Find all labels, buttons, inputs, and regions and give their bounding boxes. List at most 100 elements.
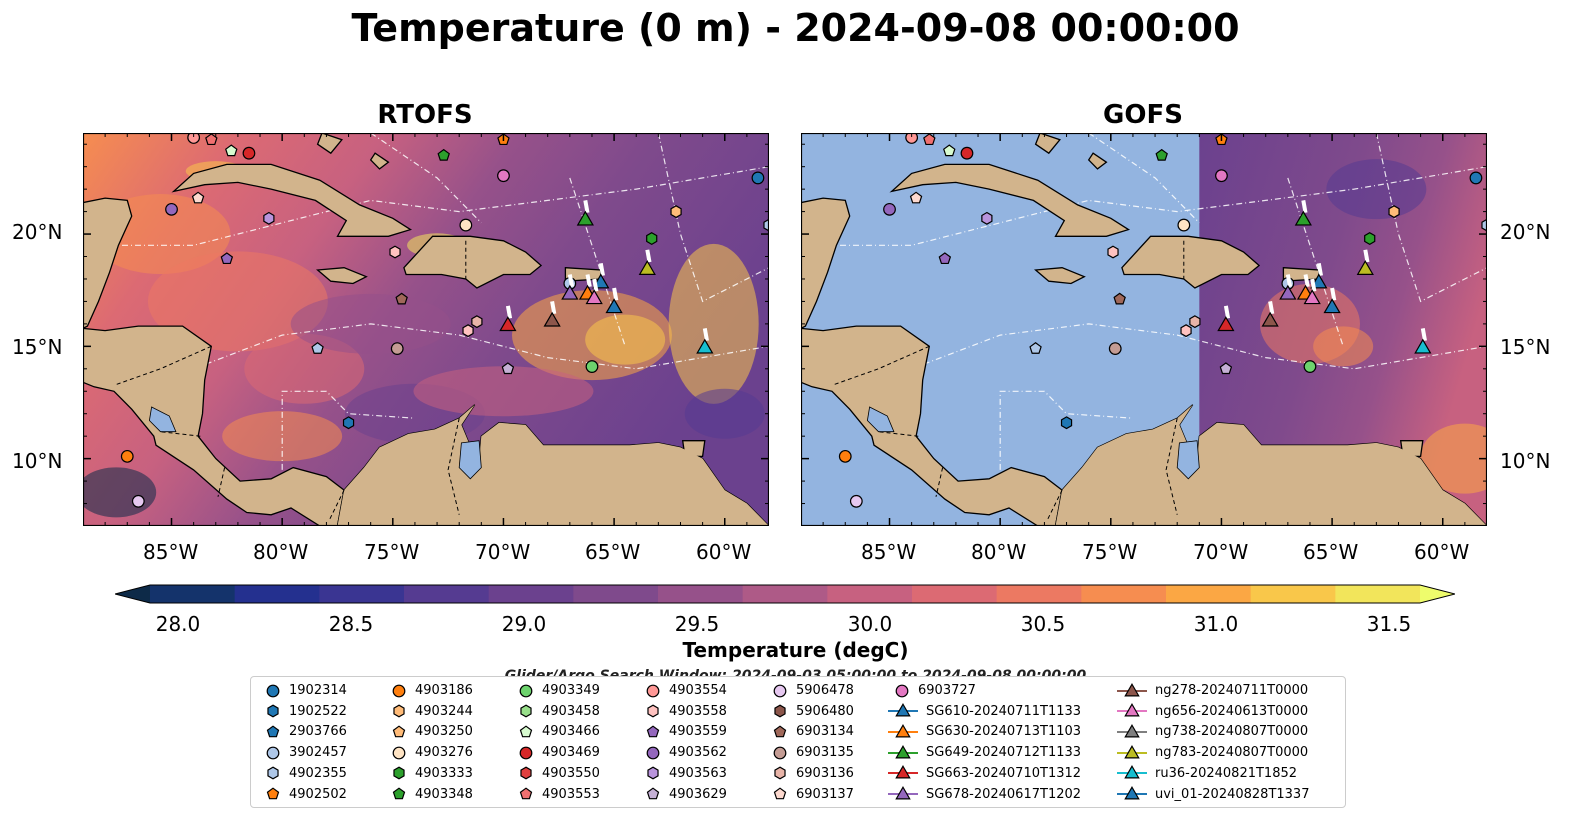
legend-item: 6903136	[764, 763, 854, 784]
legend-label: 4903562	[669, 745, 727, 761]
map-frame	[801, 133, 1487, 526]
legend-label: ng738-20240807T0000	[1155, 724, 1309, 740]
legend-label: 4903554	[669, 683, 727, 698]
legend-item: 6903134	[764, 721, 854, 742]
national-border	[935, 467, 944, 497]
legend-marker	[267, 766, 279, 780]
legend-float-symbol	[895, 684, 909, 697]
legend-marker	[1124, 703, 1140, 717]
argo-float-marker	[165, 202, 178, 216]
argo-float-marker	[1481, 218, 1487, 232]
legend-item: 4902502	[257, 784, 347, 805]
legend-float-symbol	[393, 704, 405, 718]
argo-float-marker	[1060, 416, 1073, 430]
map-rtofs[interactable]	[83, 133, 769, 526]
legend-label: 4903276	[415, 745, 473, 761]
legend-item: 1902522	[257, 701, 347, 722]
lat-tick-left-20: 20°N	[12, 220, 63, 244]
national-border	[328, 489, 345, 522]
legend-marker	[646, 725, 660, 738]
legend-glider-symbol	[1117, 765, 1147, 779]
legend-float-symbol	[647, 766, 659, 780]
argo-float-marker	[342, 416, 355, 430]
legend-label: SG663-20240710T1312	[926, 765, 1082, 781]
temperature-anomaly	[684, 388, 765, 439]
legend-marker	[266, 746, 280, 759]
lake-maracaibo	[1176, 440, 1200, 480]
argo-float-marker	[883, 202, 896, 216]
legend-label: 1902314	[289, 683, 347, 698]
lon-tick-left-80: 80°W	[253, 540, 309, 564]
glider-track	[1363, 249, 1370, 263]
legend-label: SG610-20240711T1133	[926, 703, 1082, 719]
glider-marker	[1217, 316, 1235, 332]
legend-marker	[1124, 765, 1140, 779]
legend-item: 4903250	[383, 721, 473, 742]
lon-tick-left-65: 65°W	[585, 540, 641, 564]
colorbar-bin	[404, 585, 490, 603]
legend-marker	[773, 725, 787, 738]
legend-float-symbol	[646, 787, 660, 800]
legend-marker	[774, 704, 786, 718]
argo-float-marker	[120, 449, 134, 463]
legend-float-symbol	[519, 684, 533, 697]
argo-float-marker	[263, 211, 275, 225]
argo-float-marker	[311, 342, 324, 354]
legend-marker	[895, 765, 911, 779]
legend-glider-symbol	[1117, 744, 1147, 759]
legend-marker	[646, 787, 660, 800]
legend-item: 6903727	[886, 680, 976, 701]
glider-marker	[696, 338, 714, 354]
legend-item: ng656-20240613T0000	[1115, 701, 1308, 722]
legend-label: 4903563	[669, 765, 727, 781]
legend-marker	[773, 787, 787, 800]
argo-float-marker	[960, 146, 974, 160]
legend-label: 4903244	[415, 703, 473, 719]
legend-label: 4903186	[415, 683, 473, 698]
colorbar-tick-31.0: 31.0	[1193, 612, 1239, 636]
legend-marker	[392, 725, 406, 738]
argo-float-marker	[395, 292, 408, 305]
map-gofs[interactable]	[801, 133, 1487, 526]
argo-float-marker	[909, 191, 923, 204]
legend-marker	[647, 766, 659, 780]
eez-boundary	[370, 133, 482, 224]
legend-marker	[1124, 682, 1140, 696]
legend-marker	[773, 746, 787, 759]
argo-float-marker	[471, 315, 483, 329]
glider-track	[1268, 301, 1275, 315]
argo-float-marker	[849, 494, 863, 508]
land-jamaica	[315, 267, 368, 285]
legend-marker	[895, 684, 909, 697]
legend-float-symbol	[773, 787, 787, 800]
glider-track	[1301, 200, 1308, 214]
legend-float-symbol	[266, 725, 280, 738]
glider-track	[1310, 278, 1317, 292]
legend-float-symbol	[646, 684, 660, 697]
legend-marker	[1124, 744, 1140, 759]
legend-item: 4903333	[383, 763, 473, 784]
legend-float-symbol	[773, 725, 787, 738]
legend-glider-symbol	[1117, 682, 1147, 696]
colorbar-tick-31.5: 31.5	[1366, 612, 1412, 636]
land-cuba	[889, 163, 1131, 237]
legend-item: 4903559	[637, 721, 727, 742]
legend-label: SG678-20240617T1202	[926, 786, 1082, 802]
legend-item: SG678-20240617T1202	[886, 784, 1081, 805]
temperature-anomaly	[1313, 326, 1374, 367]
glider-track	[567, 274, 575, 288]
national-border	[447, 418, 460, 515]
argo-float-marker	[1177, 218, 1191, 232]
legend-marker	[895, 744, 911, 759]
legend-float-symbol	[773, 684, 787, 697]
legend-float-symbol	[773, 746, 787, 759]
legend-item: 4903276	[383, 742, 473, 763]
legend-label: ng656-20240613T0000	[1155, 703, 1309, 719]
map-frame	[83, 133, 769, 526]
colorbar-tick-29.5: 29.5	[674, 612, 720, 636]
glider-track	[645, 249, 652, 263]
legend-marker	[895, 703, 911, 717]
legend-label: 3902457	[289, 745, 347, 761]
legend-glider-symbol	[888, 765, 918, 779]
glider-track	[1330, 287, 1337, 301]
